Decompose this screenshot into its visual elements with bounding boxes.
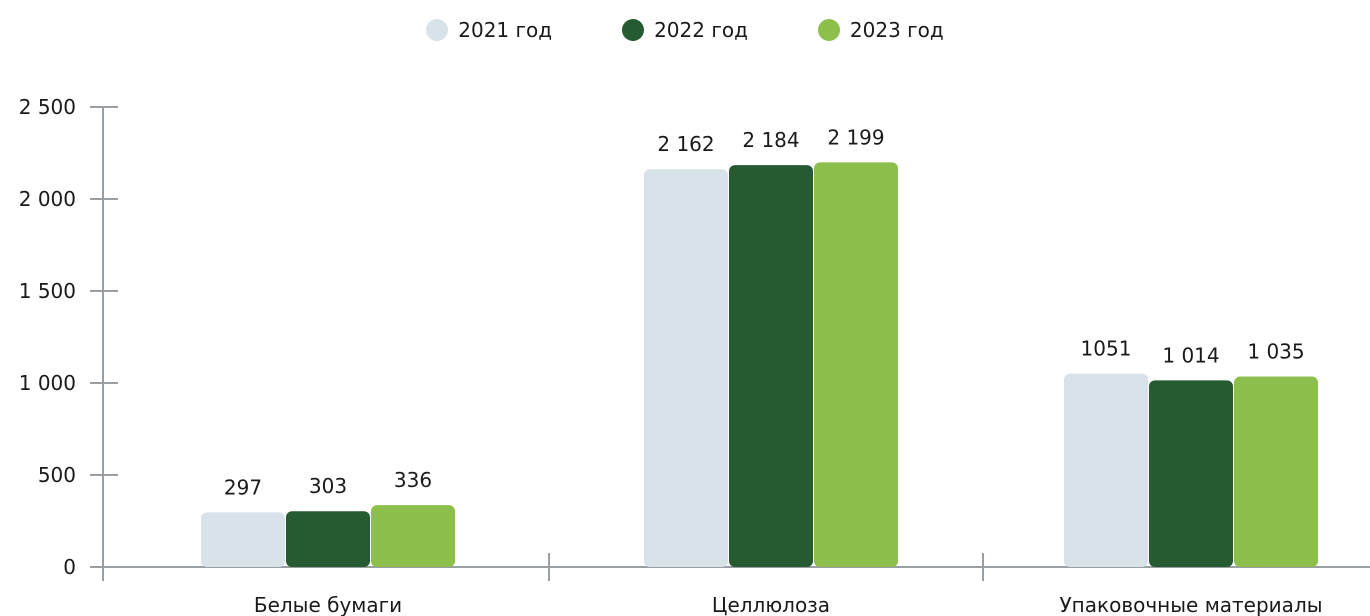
legend-label-2021: 2021 год xyxy=(458,18,553,42)
bar-value-label: 2 184 xyxy=(742,128,799,152)
chart-legend: 2021 год 2022 год 2023 год xyxy=(0,14,1370,46)
bar xyxy=(644,169,728,567)
bars xyxy=(201,162,1318,568)
bar-value-label: 1051 xyxy=(1081,337,1132,361)
legend-label-2022: 2022 год xyxy=(654,18,748,42)
bar-value-label: 1 014 xyxy=(1162,343,1219,367)
bar-value-label: 336 xyxy=(394,468,432,492)
bar xyxy=(201,512,285,567)
legend-item-2021: 2021 год xyxy=(426,14,552,46)
y-tick-label: 1 000 xyxy=(19,371,76,395)
y-tick-label: 1 500 xyxy=(19,279,76,303)
legend-item-2023: 2023 год xyxy=(817,14,944,46)
bar-value-label: 2 199 xyxy=(827,125,884,149)
bar-value-label: 303 xyxy=(309,474,347,498)
data-labels: 297 303 336 2 162 2 184 2 199 1051 1 014 1 035 xyxy=(224,125,1305,499)
x-category-label: Белые бумаги xyxy=(254,593,402,616)
bar-value-label: 297 xyxy=(224,475,262,499)
axes: 0 500 1 000 1 500 2 000 2 500 Белые бумаги Целл… xyxy=(19,95,1370,616)
bar xyxy=(1234,376,1318,567)
legend-item-2022: 2022 год xyxy=(622,14,748,46)
y-tick-label: 2 500 xyxy=(19,95,76,119)
y-tick-label: 500 xyxy=(38,463,76,487)
y-tick-label: 2 000 xyxy=(19,187,76,211)
bar xyxy=(286,511,370,567)
bar xyxy=(729,165,813,568)
legend-label-2023: 2023 год xyxy=(849,18,944,42)
bar xyxy=(1149,380,1233,567)
bar xyxy=(814,162,898,567)
y-tick-label: 0 xyxy=(63,555,76,579)
legend-swatch-2021 xyxy=(426,19,449,41)
bar xyxy=(371,505,455,567)
x-category-label: Целлюлоза xyxy=(712,593,830,616)
bar-value-label: 1 035 xyxy=(1247,340,1304,364)
legend-swatch-2023 xyxy=(817,19,840,41)
bar xyxy=(1064,373,1148,567)
legend-swatch-2022 xyxy=(622,19,645,41)
x-category-label: Упаковочные материалы xyxy=(1059,593,1322,616)
bar-value-label: 2 162 xyxy=(657,132,714,156)
